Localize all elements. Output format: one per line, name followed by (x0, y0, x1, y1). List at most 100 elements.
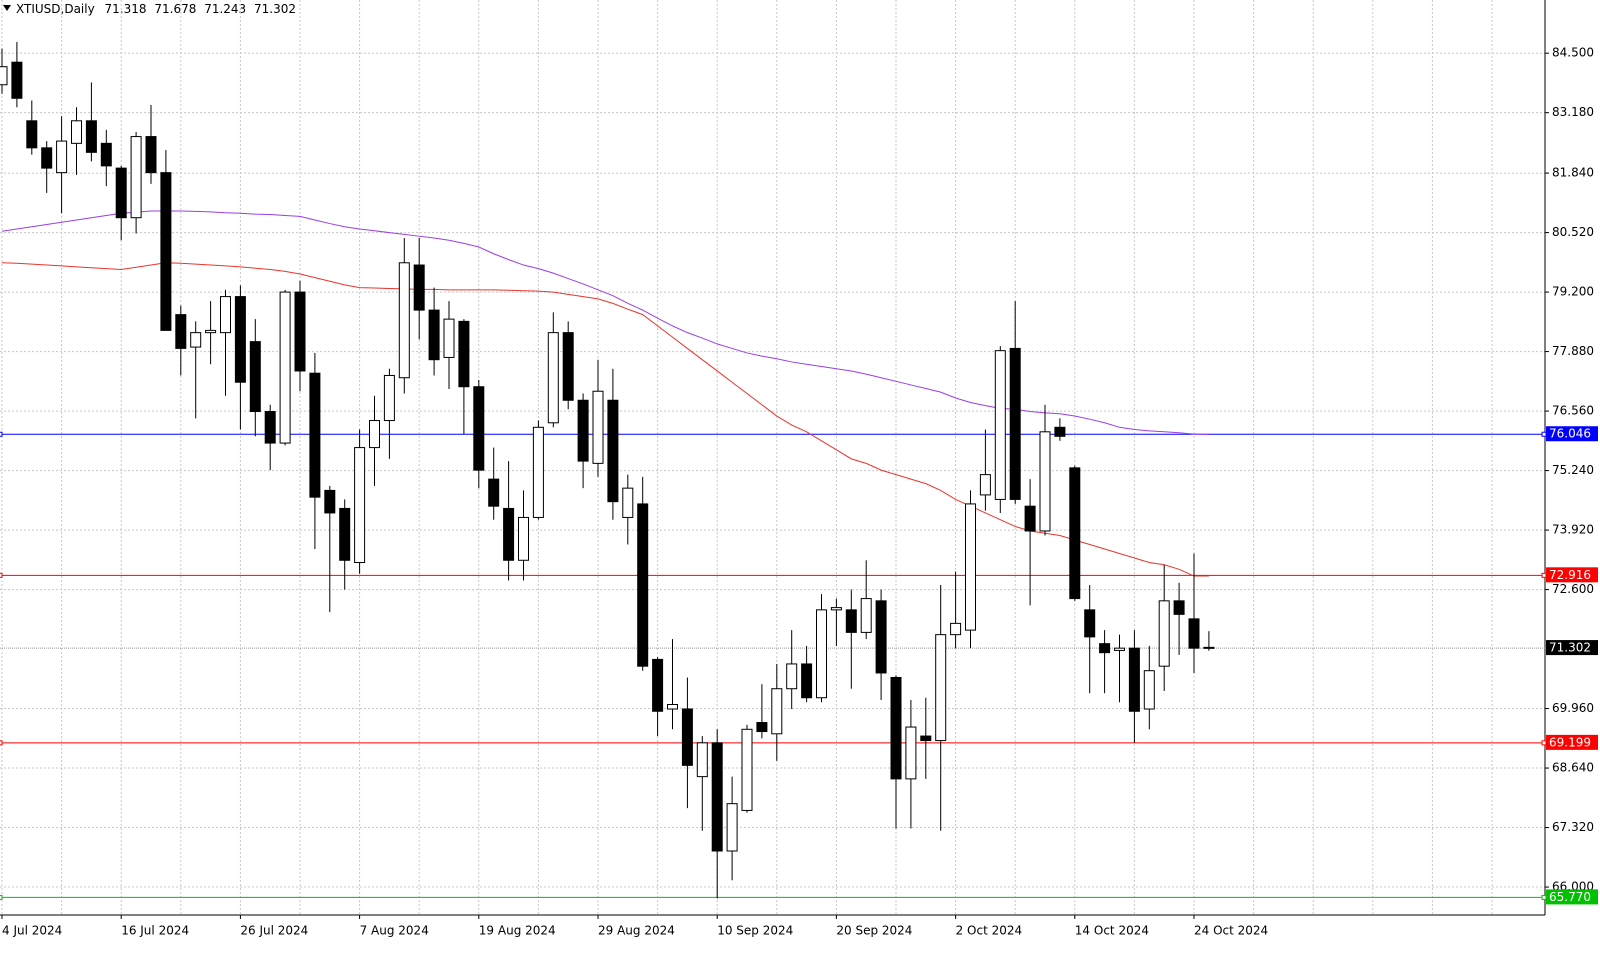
candle (965, 490, 976, 649)
candle-body (428, 309, 440, 361)
candle-body (220, 296, 231, 334)
moving-average (1, 210, 1209, 436)
level-anchor (0, 431, 3, 437)
candle-body (1203, 646, 1215, 649)
candle-body (1054, 426, 1066, 437)
candle (1188, 553, 1200, 673)
candle (383, 368, 395, 459)
candle (145, 105, 157, 184)
candle-body (607, 399, 619, 503)
candle (1128, 630, 1140, 743)
candle-body (771, 688, 783, 735)
candle (115, 165, 127, 241)
x-tick-label: 4 Jul 2024 (2, 924, 62, 938)
y-tick-label: 83.180 (1552, 105, 1594, 119)
symbol: XTIUSD,Daily (16, 2, 95, 16)
candle (1024, 479, 1036, 606)
candle-body (234, 296, 246, 383)
candle-body (562, 332, 574, 401)
last-close: 71.302 (254, 2, 296, 16)
x-tick-label: 7 Aug 2024 (360, 924, 429, 938)
candle (935, 585, 947, 831)
candle (562, 321, 574, 410)
candle-body (652, 658, 664, 712)
candle-body (950, 622, 962, 636)
y-tick-label: 81.840 (1552, 166, 1594, 180)
candle-body (324, 489, 336, 514)
level-label: 65.770 (1549, 890, 1591, 904)
level-anchor (1541, 740, 1547, 746)
candle (249, 319, 261, 437)
candle (56, 116, 68, 214)
candle-body (294, 291, 306, 372)
chart-header: XTIUSD,Daily 71.318 71.678 71.243 71.302 (16, 2, 296, 16)
candle (786, 630, 798, 710)
y-tick-label: 76.560 (1552, 404, 1594, 418)
candle (637, 476, 649, 671)
candle-body (547, 332, 559, 424)
candle (756, 684, 768, 739)
candle (0, 48, 8, 94)
candle (190, 321, 202, 419)
candle-body (577, 399, 589, 462)
candle (860, 560, 872, 640)
y-tick-label: 77.880 (1552, 344, 1594, 358)
candle-body (741, 728, 753, 811)
current-price-box (1546, 640, 1598, 656)
candle-body (1188, 618, 1200, 649)
y-tick-label: 79.200 (1552, 285, 1594, 299)
candle-body (369, 420, 380, 449)
candle (1114, 634, 1125, 703)
candle (205, 301, 217, 365)
candle-body (1069, 467, 1081, 600)
x-tick-label: 2 Oct 2024 (956, 924, 1023, 938)
candle (354, 429, 366, 574)
candle-body (264, 411, 276, 444)
candle (160, 150, 172, 331)
candle-body (160, 172, 172, 331)
candle (130, 132, 142, 234)
candle-body (622, 487, 634, 518)
moving-average (1, 262, 1209, 577)
candle-body (309, 372, 321, 498)
candle (413, 237, 425, 340)
candle-body (1024, 505, 1036, 532)
level-label: 72.916 (1549, 568, 1591, 582)
x-tick-label: 20 Sep 2024 (836, 924, 912, 938)
candle-body (935, 634, 947, 742)
x-tick-label: 26 Jul 2024 (240, 924, 308, 938)
candle (339, 499, 351, 590)
candle (294, 280, 306, 392)
x-tick-label: 16 Jul 2024 (121, 924, 189, 938)
candle-body (979, 474, 991, 496)
candle (398, 237, 410, 394)
candle-body (860, 598, 872, 633)
candle (607, 368, 619, 520)
candle-body (175, 314, 187, 349)
candle-body (1039, 431, 1051, 532)
candle-body (1114, 647, 1125, 651)
candle-body (592, 390, 604, 464)
candle (667, 639, 678, 730)
candle-body (518, 516, 529, 561)
candle (696, 736, 708, 831)
candle (41, 141, 53, 193)
level-anchor (1541, 894, 1547, 900)
candle-body (1099, 643, 1111, 654)
candle-body (726, 803, 738, 852)
candle-body (994, 350, 1006, 500)
candle (11, 41, 23, 108)
level-box (1546, 734, 1598, 750)
candle (1084, 585, 1096, 694)
candle-body (190, 332, 202, 348)
candle-body (413, 264, 425, 311)
candle (264, 404, 276, 471)
candle (220, 289, 231, 396)
candle-body (965, 503, 976, 631)
candle-body (637, 503, 649, 667)
candle (1173, 582, 1185, 655)
candle (71, 107, 82, 175)
candle (473, 379, 485, 489)
y-tick-label: 80.520 (1552, 225, 1594, 239)
